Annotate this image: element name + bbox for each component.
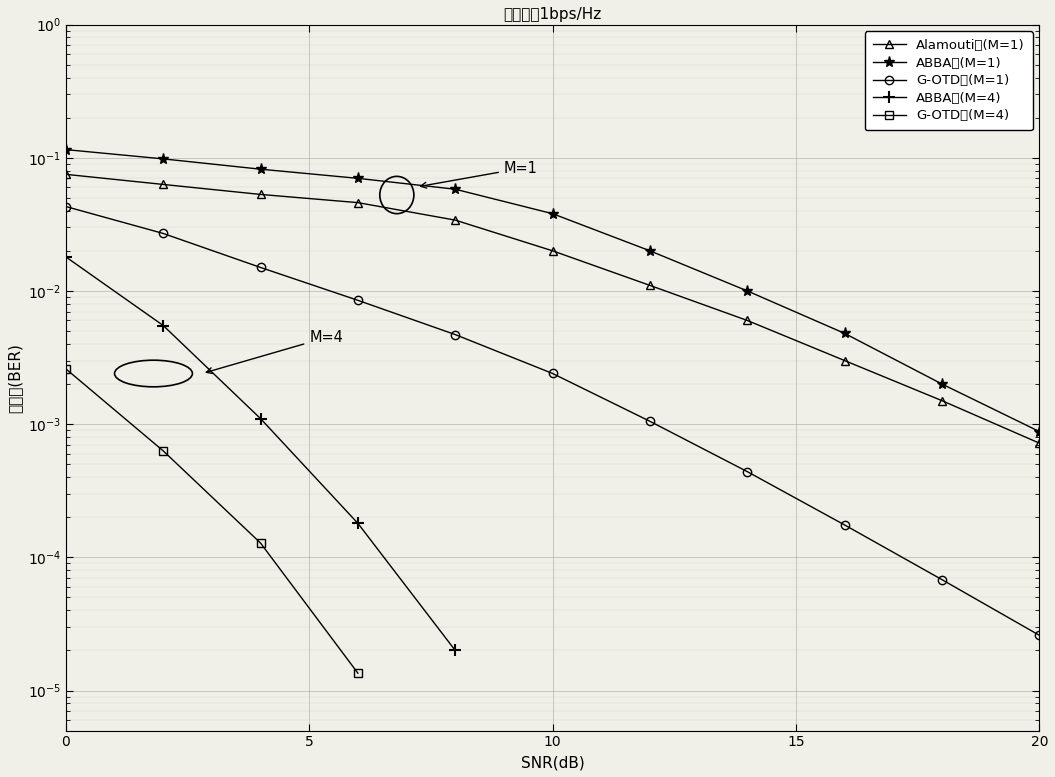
Alamouti码(M=1) <box>546 246 559 256</box>
Alamouti码(M=1) <box>351 198 364 207</box>
Text: M=4: M=4 <box>207 330 343 374</box>
G-OTD码(M=1) <box>741 467 753 476</box>
ABBA码(M=1) <box>59 145 72 155</box>
ABBA码(M=1) <box>936 379 948 388</box>
G-OTD码(M=1) <box>449 330 462 340</box>
G-OTD码(M=1) <box>1033 631 1046 640</box>
ABBA码(M=1) <box>741 286 753 295</box>
ABBA码(M=1) <box>351 174 364 183</box>
ABBA码(M=4) <box>157 321 170 330</box>
Alamouti码(M=1) <box>254 190 267 199</box>
ABBA码(M=4) <box>254 414 267 423</box>
Alamouti码(M=1) <box>741 315 753 325</box>
Alamouti码(M=1) <box>936 396 948 406</box>
G-OTD码(M=1) <box>936 575 948 584</box>
G-OTD码(M=1) <box>839 521 851 530</box>
G-OTD码(M=4) <box>254 538 267 548</box>
Line: G-OTD码(M=1): G-OTD码(M=1) <box>61 202 1043 639</box>
G-OTD码(M=1) <box>351 296 364 305</box>
ABBA码(M=1) <box>644 246 656 256</box>
ABBA码(M=1) <box>254 165 267 174</box>
X-axis label: SNR(dB): SNR(dB) <box>521 755 584 770</box>
Alamouti码(M=1) <box>157 179 170 189</box>
ABBA码(M=1) <box>839 329 851 338</box>
Text: M=1: M=1 <box>421 161 538 188</box>
G-OTD码(M=1) <box>644 416 656 426</box>
G-OTD码(M=1) <box>254 263 267 272</box>
G-OTD码(M=1) <box>59 202 72 211</box>
G-OTD码(M=1) <box>157 228 170 238</box>
ABBA码(M=4) <box>59 253 72 262</box>
Alamouti码(M=1) <box>1033 438 1046 448</box>
Alamouti码(M=1) <box>59 169 72 179</box>
Line: G-OTD码(M=4): G-OTD码(M=4) <box>61 364 362 678</box>
ABBA码(M=1) <box>1033 427 1046 436</box>
G-OTD码(M=4) <box>59 364 72 374</box>
ABBA码(M=4) <box>449 646 462 655</box>
Line: ABBA码(M=1): ABBA码(M=1) <box>60 144 1044 437</box>
Line: Alamouti码(M=1): Alamouti码(M=1) <box>61 170 1043 448</box>
ABBA码(M=1) <box>449 185 462 194</box>
Legend: Alamouti码(M=1), ABBA码(M=1), G-OTD码(M=1), ABBA码(M=4), G-OTD码(M=4): Alamouti码(M=1), ABBA码(M=1), G-OTD码(M=1),… <box>865 31 1033 131</box>
Line: ABBA码(M=4): ABBA码(M=4) <box>59 251 461 657</box>
Alamouti码(M=1) <box>449 215 462 225</box>
Alamouti码(M=1) <box>644 280 656 290</box>
G-OTD码(M=1) <box>546 369 559 378</box>
ABBA码(M=4) <box>351 519 364 528</box>
Alamouti码(M=1) <box>839 356 851 365</box>
ABBA码(M=1) <box>546 209 559 218</box>
Title: 传输速獲1bps/Hz: 传输速獲1bps/Hz <box>503 7 601 22</box>
Y-axis label: 误码率(BER): 误码率(BER) <box>7 343 22 413</box>
G-OTD码(M=4) <box>351 668 364 678</box>
G-OTD码(M=4) <box>157 446 170 455</box>
ABBA码(M=1) <box>157 154 170 163</box>
